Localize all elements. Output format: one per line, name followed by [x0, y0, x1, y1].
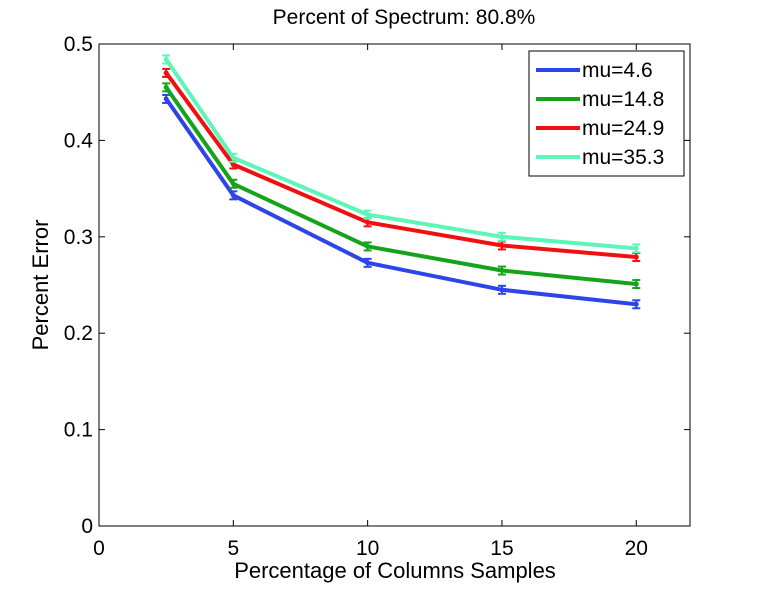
- x-axis-label: Percentage of Columns Samples: [234, 558, 556, 583]
- y-tick-label: 0.5: [64, 33, 93, 56]
- data-point: [499, 287, 505, 293]
- data-point: [499, 242, 505, 248]
- legend: mu=4.6 mu=14.8 mu=24.9 mu=35.3: [528, 50, 685, 177]
- data-point: [365, 219, 371, 225]
- data-point: [163, 70, 169, 76]
- data-point: [163, 84, 169, 90]
- x-axis-ticks: 0 5 10 15 20: [93, 44, 648, 560]
- data-point: [633, 281, 639, 287]
- x-tick-label: 10: [356, 537, 379, 560]
- legend-label: mu=4.6: [582, 59, 653, 82]
- x-tick-label: 0: [93, 537, 105, 560]
- legend-label: mu=14.8: [582, 88, 664, 111]
- data-point: [633, 254, 639, 260]
- x-tick-label: 15: [490, 537, 513, 560]
- legend-label: mu=35.3: [582, 146, 664, 169]
- y-tick-label: 0: [81, 515, 93, 538]
- data-point: [230, 192, 236, 198]
- data-point: [365, 260, 371, 266]
- data-point: [499, 268, 505, 274]
- y-tick-label: 0.3: [64, 226, 93, 249]
- y-axis-label: Percent Error: [28, 220, 53, 351]
- y-axis-ticks: 0 0.1 0.2 0.3 0.4 0.5: [64, 33, 690, 538]
- y-tick-label: 0.2: [64, 322, 93, 345]
- x-tick-label: 20: [625, 537, 648, 560]
- y-tick-label: 0.4: [64, 129, 94, 152]
- data-point: [365, 212, 371, 218]
- data-point: [499, 234, 505, 240]
- data-point: [365, 243, 371, 249]
- data-point: [230, 181, 236, 187]
- data-point: [230, 155, 236, 161]
- data-point: [633, 301, 639, 307]
- data-point: [163, 96, 169, 102]
- x-tick-label: 5: [227, 537, 239, 560]
- data-point: [163, 56, 169, 62]
- legend-label: mu=24.9: [582, 117, 664, 140]
- chart-title: Percent of Spectrum: 80.8%: [273, 6, 536, 29]
- series-layer: [162, 54, 641, 310]
- y-tick-label: 0.1: [64, 419, 93, 442]
- data-point: [230, 162, 236, 167]
- data-point: [633, 245, 639, 251]
